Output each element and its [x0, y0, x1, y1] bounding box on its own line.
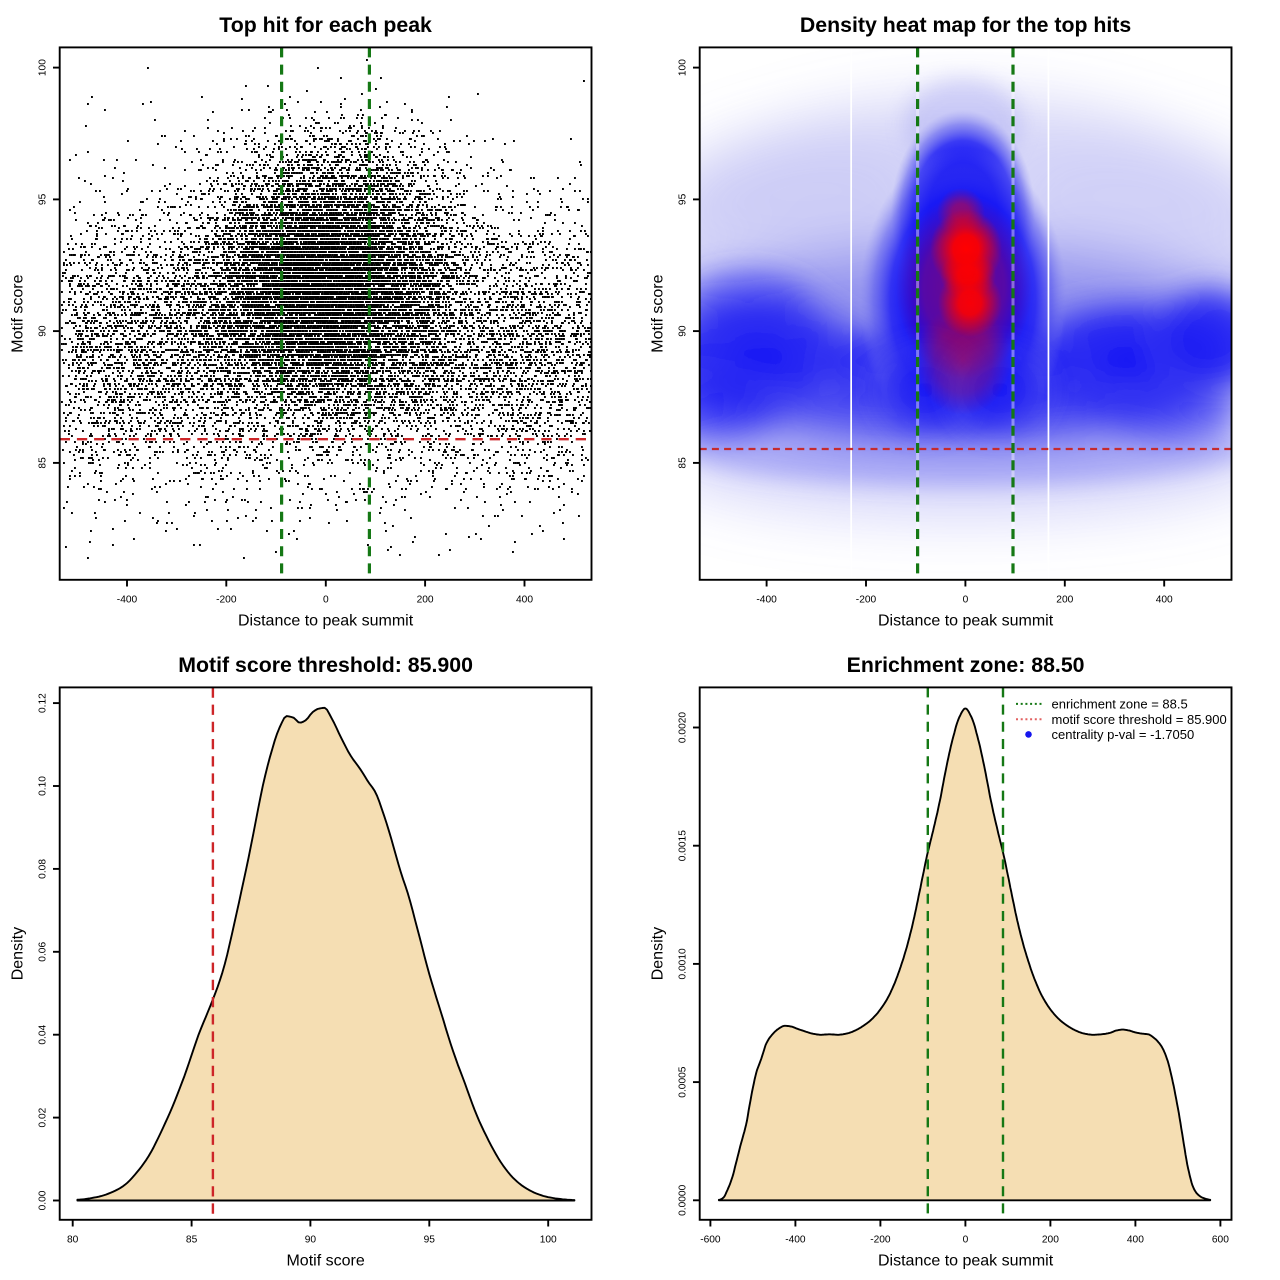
- svg-text:0: 0: [963, 594, 969, 605]
- svg-text:-200: -200: [856, 594, 877, 605]
- svg-text:centrality p-val = -1.7050: centrality p-val = -1.7050: [1052, 727, 1195, 742]
- svg-text:200: 200: [1056, 594, 1073, 605]
- svg-text:Enrichment zone: 88.50: Enrichment zone: 88.50: [847, 653, 1085, 677]
- svg-text:85: 85: [38, 457, 49, 469]
- svg-text:95: 95: [678, 193, 689, 205]
- svg-text:-400: -400: [117, 594, 138, 605]
- svg-text:-200: -200: [216, 594, 237, 605]
- svg-text:0.00: 0.00: [38, 1190, 49, 1210]
- svg-text:0: 0: [323, 594, 329, 605]
- svg-text:100: 100: [38, 59, 49, 76]
- svg-text:Motif score: Motif score: [649, 274, 666, 352]
- svg-text:85: 85: [678, 457, 689, 469]
- svg-text:0.0010: 0.0010: [678, 948, 689, 979]
- svg-text:95: 95: [38, 193, 49, 205]
- svg-text:0.04: 0.04: [38, 1024, 49, 1044]
- svg-text:400: 400: [1127, 1234, 1144, 1245]
- svg-text:0.0000: 0.0000: [678, 1184, 689, 1215]
- svg-text:100: 100: [540, 1234, 557, 1245]
- svg-text:0.02: 0.02: [38, 1107, 49, 1127]
- svg-text:Motif score: Motif score: [9, 274, 26, 352]
- svg-text:-200: -200: [870, 1234, 891, 1245]
- svg-text:90: 90: [38, 325, 49, 337]
- svg-text:Density: Density: [649, 927, 666, 980]
- svg-text:0.12: 0.12: [38, 693, 49, 713]
- svg-text:400: 400: [1156, 594, 1173, 605]
- svg-text:Distance to peak summit: Distance to peak summit: [878, 1253, 1054, 1270]
- svg-text:Density: Density: [9, 927, 26, 980]
- svg-text:0: 0: [963, 1234, 969, 1245]
- svg-text:90: 90: [305, 1234, 317, 1245]
- svg-text:80: 80: [67, 1234, 79, 1245]
- svg-text:0.0005: 0.0005: [678, 1066, 689, 1097]
- svg-text:85: 85: [186, 1234, 198, 1245]
- svg-text:Density heat map for the top h: Density heat map for the top hits: [800, 13, 1131, 37]
- svg-text:Top hit for each peak: Top hit for each peak: [219, 13, 432, 37]
- svg-text:Motif score: Motif score: [286, 1253, 364, 1270]
- svg-text:0.10: 0.10: [38, 776, 49, 796]
- svg-text:enrichment zone = 88.5: enrichment zone = 88.5: [1052, 697, 1188, 712]
- svg-text:400: 400: [516, 594, 533, 605]
- svg-text:95: 95: [424, 1234, 436, 1245]
- svg-text:0.06: 0.06: [38, 942, 49, 962]
- svg-text:Distance to peak summit: Distance to peak summit: [878, 613, 1054, 630]
- svg-text:200: 200: [1042, 1234, 1059, 1245]
- svg-text:-400: -400: [785, 1234, 806, 1245]
- svg-text:Distance to peak summit: Distance to peak summit: [238, 613, 414, 630]
- svg-text:200: 200: [417, 594, 434, 605]
- svg-text:100: 100: [678, 59, 689, 76]
- svg-text:0.08: 0.08: [38, 859, 49, 879]
- svg-text:0.0015: 0.0015: [678, 830, 689, 861]
- svg-text:-600: -600: [700, 1234, 721, 1245]
- svg-text:motif score threshold = 85.900: motif score threshold = 85.900: [1052, 712, 1227, 727]
- svg-text:Motif score threshold: 85.900: Motif score threshold: 85.900: [178, 653, 473, 677]
- svg-text:0.0020: 0.0020: [678, 712, 689, 743]
- svg-text:90: 90: [678, 325, 689, 337]
- svg-text:600: 600: [1212, 1234, 1229, 1245]
- svg-text:-400: -400: [756, 594, 777, 605]
